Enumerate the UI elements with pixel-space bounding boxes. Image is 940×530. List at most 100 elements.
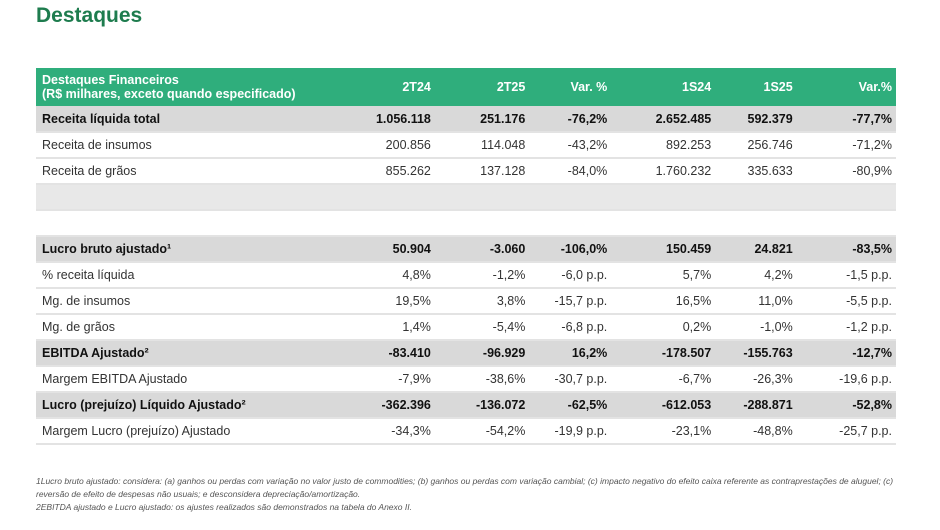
row-label: Mg. de grãos — [42, 320, 115, 334]
empty-cell — [434, 210, 530, 236]
value-cell: -43,2% — [567, 138, 608, 152]
financial-highlights-table: Destaques Financeiros (R$ milhares, excet… — [36, 68, 896, 445]
col-1s25: 1S25 — [715, 68, 797, 106]
table-row: Margem EBITDA Ajustado -7,9% -38,6% -30,7 p… — [36, 366, 896, 392]
value-cell: 24.821 — [715, 236, 797, 262]
col-var-q: Var. % — [529, 68, 612, 106]
value-cell: -83,5% — [796, 236, 896, 262]
footnote-2: 2EBITDA ajustado e Lucro ajustado: os aj… — [36, 502, 412, 512]
value-cell: 0,2% — [682, 320, 712, 334]
value-cell: -62,5% — [529, 392, 612, 418]
empty-cell — [36, 184, 340, 210]
value-cell: -19,6 p.p. — [839, 372, 892, 386]
value-cell: -83.410 — [339, 340, 435, 366]
value-cell: -52,8% — [796, 392, 896, 418]
table-row: Mg. de insumos 19,5% 3,8% -15,7 p.p. 16,5% 11… — [36, 288, 896, 314]
value-cell: 1.760.232 — [655, 164, 712, 178]
value-cell: 335.633 — [747, 164, 793, 178]
value-cell: 251.176 — [434, 106, 530, 132]
table-row: Lucro (prejuízo) Líquido Ajustado² -362.3… — [36, 392, 896, 418]
row-label: Lucro (prejuízo) Líquido Ajustado² — [36, 392, 340, 418]
footnotes: 1Lucro bruto ajustado: considera: (a) ga… — [36, 475, 906, 514]
empty-cell — [36, 210, 340, 236]
table-row: Mg. de grãos 1,4% -5,4% -6,8 p.p. 0,2% -1,0% -… — [36, 314, 896, 340]
value-cell: -77,7% — [796, 106, 896, 132]
value-cell: 150.459 — [611, 236, 716, 262]
value-cell: 892.253 — [666, 138, 712, 152]
footnote-1: 1Lucro bruto ajustado: considera: (a) ga… — [36, 476, 894, 499]
value-cell: -38,6% — [485, 372, 526, 386]
value-cell: -48,8% — [753, 424, 793, 438]
header-title: Destaques Financeiros — [42, 73, 179, 87]
value-cell: 16,2% — [529, 340, 612, 366]
table-header: Destaques Financeiros (R$ milhares, excet… — [36, 68, 896, 106]
empty-cell — [611, 210, 716, 236]
row-label: Lucro bruto ajustado¹ — [36, 236, 340, 262]
empty-cell — [715, 184, 797, 210]
empty-cell — [796, 184, 896, 210]
value-cell: -54,2% — [485, 424, 526, 438]
table-row — [36, 184, 896, 210]
row-label: EBITDA Ajustado² — [36, 340, 340, 366]
value-cell: 855.262 — [385, 164, 431, 178]
table-row: Receita de grãos 855.262 137.128 -84,0% 1.76… — [36, 158, 896, 184]
table-row: Margem Lucro (prejuízo) Ajustado -34,3% -5… — [36, 418, 896, 444]
value-cell: 11,0% — [758, 294, 793, 308]
value-cell: -1,5 p.p. — [846, 268, 892, 282]
header-label: Destaques Financeiros (R$ milhares, excet… — [36, 68, 340, 106]
empty-cell — [611, 184, 716, 210]
value-cell: 137.128 — [480, 164, 526, 178]
value-cell: -612.053 — [611, 392, 716, 418]
value-cell: -19,9 p.p. — [554, 424, 608, 438]
value-cell: -155.763 — [715, 340, 797, 366]
col-2t25: 2T25 — [434, 68, 530, 106]
value-cell: -30,7 p.p. — [554, 372, 608, 386]
table-row: Receita líquida total 1.056.118 251.176 -76… — [36, 106, 896, 132]
value-cell: -178.507 — [611, 340, 716, 366]
col-1s24: 1S24 — [611, 68, 716, 106]
value-cell: 4,8% — [402, 268, 431, 282]
row-label: Receita de grãos — [42, 164, 137, 178]
value-cell: -1,0% — [760, 320, 793, 334]
value-cell: 4,2% — [764, 268, 793, 282]
value-cell: -106,0% — [529, 236, 612, 262]
value-cell: -1,2% — [492, 268, 526, 282]
value-cell: -71,2% — [852, 138, 892, 152]
empty-cell — [339, 184, 435, 210]
value-cell: 592.379 — [715, 106, 797, 132]
row-label: Margem EBITDA Ajustado — [42, 372, 188, 386]
empty-cell — [529, 184, 612, 210]
value-cell: 2.652.485 — [611, 106, 716, 132]
value-cell: -288.871 — [715, 392, 797, 418]
row-label: Margem Lucro (prejuízo) Ajustado — [42, 424, 231, 438]
value-cell: -362.396 — [339, 392, 435, 418]
row-label: Mg. de insumos — [42, 294, 131, 308]
value-cell: -96.929 — [434, 340, 530, 366]
value-cell: -136.072 — [434, 392, 530, 418]
empty-cell — [529, 210, 612, 236]
value-cell: 114.048 — [481, 138, 526, 152]
value-cell: -7,9% — [398, 372, 431, 386]
value-cell: 1,4% — [402, 320, 431, 334]
value-cell: 3,8% — [496, 294, 526, 308]
table-row: EBITDA Ajustado² -83.410 -96.929 16,2% -178.… — [36, 340, 896, 366]
value-cell: 50.904 — [339, 236, 435, 262]
value-cell: 19,5% — [395, 294, 431, 308]
value-cell: -80,9% — [852, 164, 892, 178]
value-cell: -23,1% — [671, 424, 712, 438]
col-var-s: Var.% — [796, 68, 896, 106]
value-cell: -6,8 p.p. — [561, 320, 608, 334]
table-row — [36, 210, 896, 236]
value-cell: -1,2 p.p. — [846, 320, 892, 334]
value-cell: -25,7 p.p. — [839, 424, 892, 438]
value-cell: -6,7% — [678, 372, 712, 386]
value-cell: -34,3% — [391, 424, 431, 438]
value-cell: 16,5% — [675, 294, 712, 308]
header-subtitle: (R$ milhares, exceto quando especificado… — [42, 87, 296, 101]
empty-cell — [796, 210, 896, 236]
value-cell: -5,5 p.p. — [846, 294, 892, 308]
value-cell: -26,3% — [753, 372, 793, 386]
empty-cell — [434, 184, 530, 210]
page-title: Destaques — [36, 4, 143, 27]
table-row: Receita de insumos 200.856 114.048 -43,2% 89… — [36, 132, 896, 158]
